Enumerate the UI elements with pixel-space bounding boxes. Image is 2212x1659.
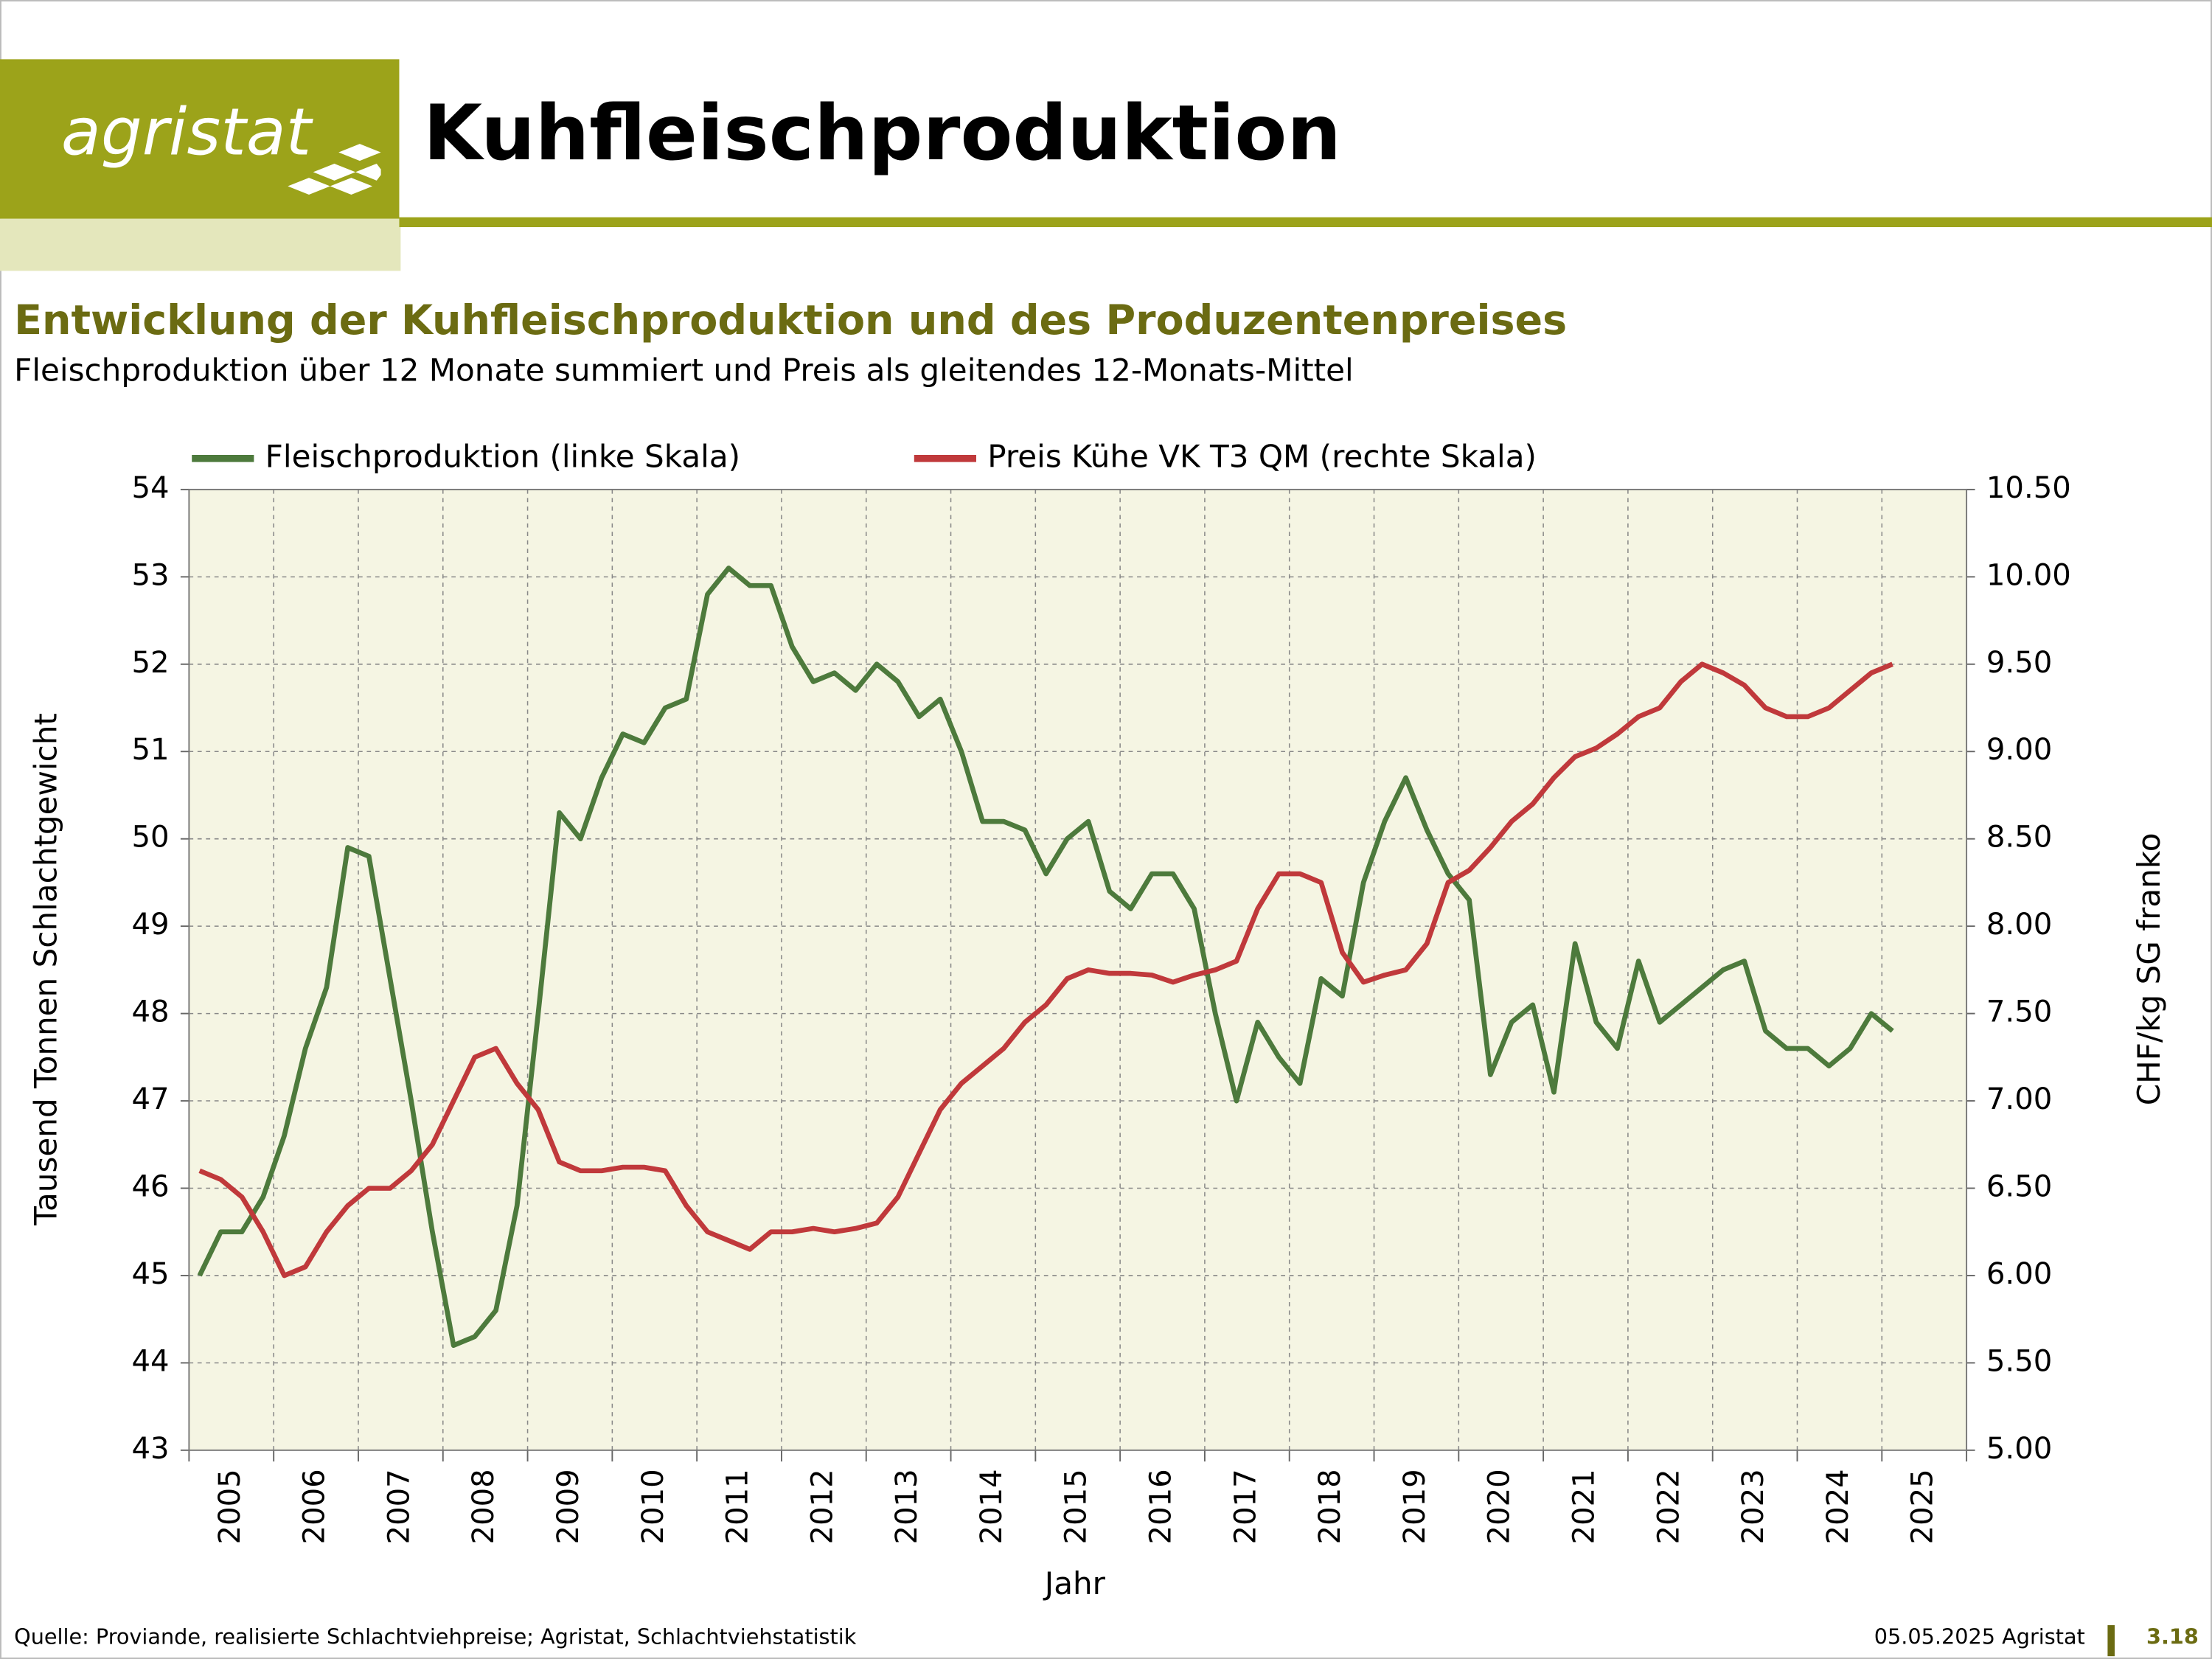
y-tick-label: 43 (131, 1432, 169, 1466)
y2-tick-label: 6.50 (1986, 1169, 2052, 1203)
x-tick-label: 2016 (1144, 1469, 1178, 1544)
y2-tick-label: 7.00 (1986, 1082, 2052, 1116)
x-tick-label: 2010 (636, 1469, 670, 1544)
x-tick-label: 2009 (552, 1469, 585, 1544)
y2-tick-label: 9.50 (1986, 646, 2052, 680)
y2-tick-label: 8.50 (1986, 821, 2052, 855)
y2-tick-label: 5.50 (1986, 1344, 2052, 1378)
y-tick-label: 44 (131, 1344, 169, 1378)
x-tick-label: 2019 (1398, 1469, 1432, 1544)
x-tick-label: 2013 (890, 1469, 924, 1544)
x-tick-label: 2021 (1568, 1469, 1601, 1544)
legend-label: Preis Kühe VK T3 QM (rechte Skala) (987, 438, 1537, 474)
x-tick-label: 2017 (1228, 1469, 1262, 1544)
y2-axis-label: CHF/kg SG franko (2131, 833, 2167, 1106)
y-tick-label: 48 (131, 995, 169, 1029)
x-tick-label: 2022 (1652, 1469, 1686, 1544)
x-tick-label: 2006 (298, 1469, 332, 1544)
page-title: Kuhfleischproduktion (423, 89, 1341, 178)
logo-box (0, 59, 400, 219)
plot-area (189, 489, 1967, 1450)
x-tick-label: 2015 (1060, 1469, 1093, 1544)
y2-tick-label: 8.00 (1986, 908, 2052, 942)
y-tick-label: 52 (131, 646, 169, 680)
x-tick-label: 2014 (975, 1469, 1009, 1544)
x-tick-label: 2018 (1313, 1469, 1347, 1544)
chart-title: Entwicklung der Kuhfleischproduktion und… (14, 297, 1567, 344)
footer-date: 05.05.2025 Agristat (1874, 1624, 2085, 1649)
x-tick-label: 2024 (1821, 1469, 1855, 1544)
legend-label: Fleischproduktion (linke Skala) (265, 438, 740, 474)
footer-bar (2107, 1625, 2115, 1657)
x-tick-label: 2008 (467, 1469, 501, 1544)
y-axis-label: Tausend Tonnen Schlachtgewicht (28, 713, 64, 1226)
footer-source: Quelle: Proviande, realisierte Schlachtv… (14, 1624, 857, 1649)
x-tick-label: 2025 (1906, 1469, 1940, 1544)
y-tick-label: 51 (131, 733, 169, 767)
y2-tick-label: 7.50 (1986, 995, 2052, 1029)
x-axis-label: Jahr (1043, 1565, 1106, 1601)
x-tick-label: 2005 (213, 1469, 247, 1544)
logo-band (0, 218, 401, 271)
y-tick-label: 50 (131, 821, 169, 855)
y-tick-label: 47 (131, 1082, 169, 1116)
x-tick-label: 2023 (1736, 1469, 1770, 1544)
series-line (197, 566, 1894, 1349)
series-line (198, 661, 1893, 1279)
y-tick-label: 54 (131, 471, 169, 505)
x-tick-label: 2011 (721, 1469, 755, 1544)
y-tick-label: 49 (131, 908, 169, 942)
y2-tick-label: 6.00 (1986, 1257, 2052, 1291)
y2-tick-label: 5.00 (1986, 1432, 2052, 1466)
y2-tick-label: 9.00 (1986, 733, 2052, 767)
x-tick-label: 2012 (805, 1469, 839, 1544)
x-tick-label: 2007 (382, 1469, 416, 1544)
header-rule (399, 217, 2212, 228)
y-tick-label: 53 (131, 558, 169, 592)
y2-tick-label: 10.00 (1986, 558, 2071, 592)
y-tick-label: 45 (131, 1257, 169, 1291)
footer-page: 3.18 (2146, 1624, 2199, 1649)
plot-frame (188, 488, 1968, 1451)
logo-text: agristat (61, 94, 314, 170)
y-tick-label: 46 (131, 1169, 169, 1203)
chart-subtitle: Fleischproduktion über 12 Monate summier… (14, 352, 1354, 389)
x-tick-label: 2020 (1483, 1469, 1517, 1544)
y2-tick-label: 10.50 (1986, 471, 2071, 505)
